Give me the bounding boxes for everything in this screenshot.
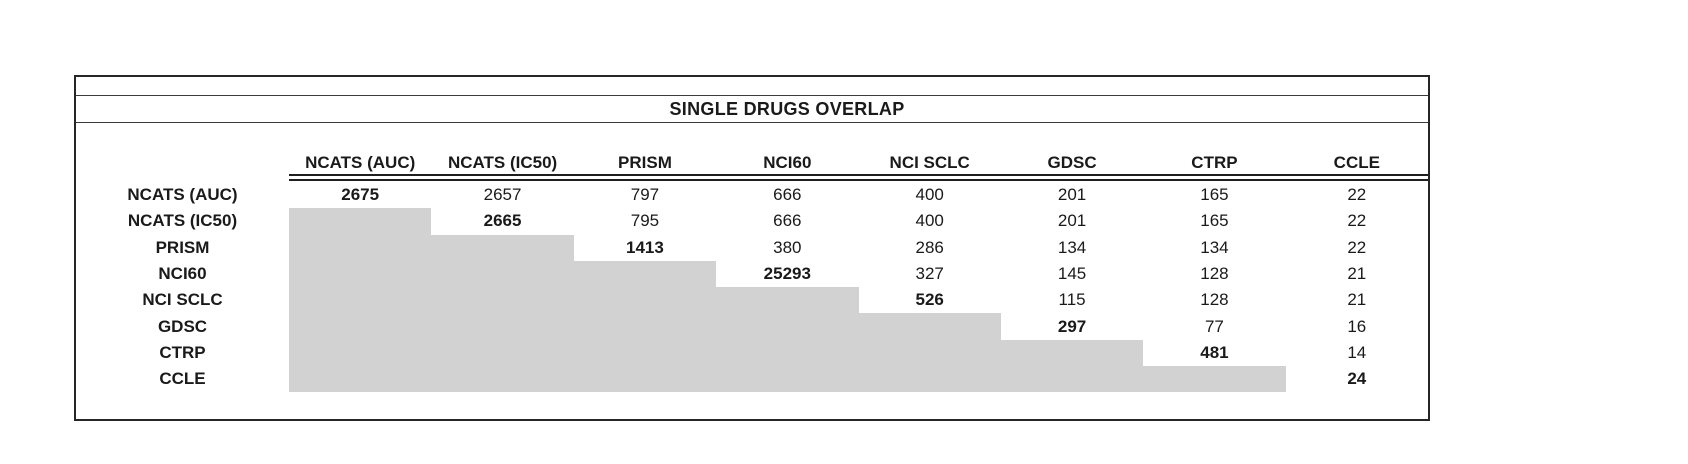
table-cell: 14 <box>1347 342 1367 362</box>
table-cell <box>289 260 432 288</box>
table-cell <box>573 287 717 314</box>
table-cell <box>573 366 717 393</box>
table-cell: 201 <box>1057 185 1087 205</box>
table-cell <box>289 234 432 261</box>
table-cell: 2665 <box>483 211 522 231</box>
table-row: GDSC 297 77 16 <box>76 313 1428 340</box>
table-row: PRISM 1413 380 286 134 134 22 <box>76 234 1428 261</box>
table-cell <box>716 366 859 393</box>
table-cell <box>431 313 574 340</box>
table-cell: 145 <box>1057 264 1087 284</box>
overlap-table-frame: SINGLE DRUGS OVERLAP NCATS (AUC) NCATS (I… <box>74 75 1430 421</box>
row-header: CCLE <box>159 369 206 389</box>
table-cell <box>716 313 859 340</box>
table-cell: 24 <box>1347 369 1367 389</box>
table-cell <box>431 234 574 261</box>
table-cell: 165 <box>1200 211 1229 231</box>
table-cell: 21 <box>1347 290 1367 310</box>
table-cell <box>1143 366 1286 393</box>
table-cell <box>289 339 432 367</box>
column-header: NCI SCLC <box>889 152 970 172</box>
table-cell: 481 <box>1200 342 1229 362</box>
table-cell <box>573 339 717 367</box>
table-cell: 21 <box>1347 264 1367 284</box>
table-cell <box>431 366 574 393</box>
table-cell: 666 <box>773 211 802 231</box>
table-row: NCI SCLC 526 115 128 21 <box>76 287 1428 314</box>
table-cell: 22 <box>1347 211 1367 231</box>
table-cell: 2675 <box>341 185 380 205</box>
row-header: NCI SCLC <box>142 290 223 310</box>
header-underline <box>289 174 1428 181</box>
header-row: NCATS (AUC) NCATS (IC50) PRISM NCI60 NCI SCL… <box>76 151 1428 174</box>
table-cell: 286 <box>915 237 944 257</box>
row-header: NCATS (IC50) <box>127 211 238 231</box>
table-cell: 128 <box>1200 264 1229 284</box>
table-cell <box>716 287 859 314</box>
table-row: CCLE 24 <box>76 366 1428 393</box>
table-cell <box>573 313 717 340</box>
table-cell: 77 <box>1204 316 1224 336</box>
table-cell: 297 <box>1057 316 1087 336</box>
table-row: NCI60 25293 327 145 128 21 <box>76 260 1428 288</box>
table-cell <box>716 339 859 367</box>
table-row: CTRP 481 14 <box>76 339 1428 367</box>
header-spacer <box>76 123 1428 151</box>
column-header: NCATS (AUC) <box>305 152 416 172</box>
table-cell <box>289 287 432 314</box>
table-cell <box>431 287 574 314</box>
table-cell: 400 <box>915 185 944 205</box>
table-cell <box>431 339 574 367</box>
table-cell: 16 <box>1347 316 1367 336</box>
table-cell <box>289 313 432 340</box>
column-header: NCI60 <box>763 152 812 172</box>
table-cell: 115 <box>1058 290 1086 310</box>
row-header: NCATS (AUC) <box>127 185 238 205</box>
table-cell: 134 <box>1200 237 1229 257</box>
row-header: CTRP <box>159 342 206 362</box>
table-cell: 2657 <box>483 185 522 205</box>
column-header: GDSC <box>1047 152 1097 172</box>
table-body: NCATS (AUC) 2675 2657 797 666 400 201 165 22 NCAT… <box>76 182 1428 393</box>
table-cell: 400 <box>915 211 944 231</box>
column-header: CCLE <box>1333 152 1380 172</box>
table-cell: 795 <box>630 211 660 231</box>
column-header: NCATS (IC50) <box>447 152 558 172</box>
column-header: PRISM <box>618 152 672 172</box>
table-cell: 666 <box>773 185 802 205</box>
table-title: SINGLE DRUGS OVERLAP <box>76 96 1428 123</box>
table-cell: 165 <box>1200 185 1229 205</box>
table-cell: 22 <box>1347 237 1367 257</box>
table-cell <box>858 366 1001 393</box>
table-cell: 327 <box>915 264 944 284</box>
table-cell <box>1000 366 1144 393</box>
table-cell <box>858 313 1001 340</box>
table-cell: 25293 <box>763 264 811 284</box>
table-cell: 22 <box>1347 185 1367 205</box>
top-empty-band <box>76 77 1428 96</box>
table-cell <box>289 208 432 235</box>
table-cell: 380 <box>773 237 802 257</box>
table-cell <box>431 260 574 288</box>
row-header: PRISM <box>155 237 210 257</box>
row-header: GDSC <box>157 316 208 336</box>
table-cell: 797 <box>630 185 660 205</box>
table-cell: 526 <box>915 290 944 310</box>
table-cell: 134 <box>1057 237 1087 257</box>
table-cell: 128 <box>1200 290 1229 310</box>
table-row: NCATS (AUC) 2675 2657 797 666 400 201 165 22 <box>76 182 1428 208</box>
table-cell: 201 <box>1057 211 1087 231</box>
table-cell <box>573 260 717 288</box>
column-header: CTRP <box>1191 152 1238 172</box>
table-cell <box>858 339 1001 367</box>
table-cell: 1413 <box>626 237 664 257</box>
table-cell <box>1000 339 1144 367</box>
table-cell <box>289 366 432 393</box>
row-header: NCI60 <box>158 264 207 284</box>
table-row: NCATS (IC50) 2665 795 666 400 201 165 22 <box>76 208 1428 235</box>
